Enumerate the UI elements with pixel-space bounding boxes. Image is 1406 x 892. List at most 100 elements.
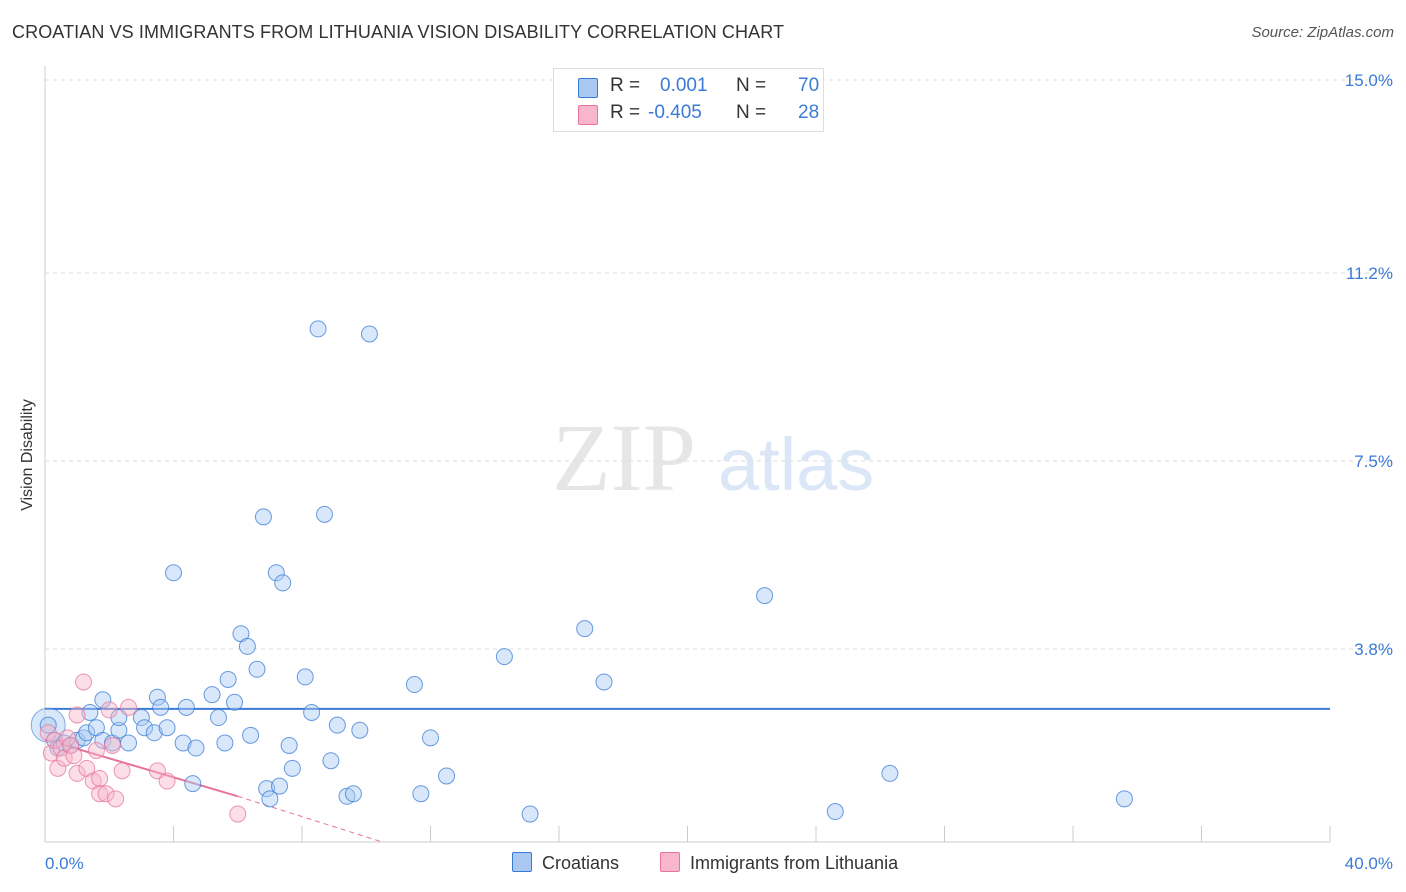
data-point-croatians [216,734,234,752]
data-point-croatians [78,724,96,742]
data-point-croatians [322,752,340,770]
data-point-croatians [258,780,276,798]
tick-labels: 3.8% 7.5% 11.2% 15.0% 0.0% 40.0% [45,71,1393,873]
legend-n-label: N = [736,75,767,96]
data-point-lithuania [49,759,67,777]
data-point-croatians [267,564,285,582]
legend-n-value: 28 [798,102,820,123]
data-point-croatians [283,759,301,777]
data-point-lithuania [62,736,80,754]
data-point-croatians [177,698,195,716]
correlation-legend: R = 0.001 N = 70 R = -0.405 N = 28 [553,68,824,132]
data-point-croatians [405,676,423,694]
data-point-croatians [94,731,112,749]
data-point-croatians [351,721,369,739]
trend-line-lithuania-extension [237,795,383,843]
data-point-croatians [438,767,456,785]
legend-n-value: 70 [798,75,820,96]
data-point-croatians [271,777,289,795]
y-tick-label: 15.0% [1345,71,1393,90]
legend-swatch-blue [578,78,598,98]
legend-r-value: -0.405 [648,102,702,123]
data-point-croatians [238,637,256,655]
data-point-lithuania [52,739,70,757]
x-tick-label-max: 40.0% [1345,854,1393,873]
data-point-lithuania [91,770,109,787]
chart-title: CROATIAN VS IMMIGRANTS FROM LITHUANIA VI… [12,22,785,42]
data-point-lithuania [42,744,60,762]
data-points [30,320,1133,823]
data-point-croatians [165,564,182,582]
data-point-croatians [120,734,138,752]
legend-r-label: R = [610,75,641,96]
data-point-lithuania [87,742,105,760]
data-point-croatians [209,709,227,727]
data-point-lithuania [75,673,93,691]
data-point-croatians [174,734,192,752]
data-point-lithuania [120,698,138,716]
data-point-croatians [261,790,279,808]
data-point-croatians [422,729,439,747]
data-point-croatians [412,785,430,803]
data-point-lithuania [91,785,109,803]
legend-n-label: N = [736,102,767,123]
data-point-croatians [132,709,150,727]
data-point-lithuania [158,772,176,790]
data-point-croatians [226,693,244,711]
watermark-atlas: atlas [718,423,874,506]
data-point-croatians [328,716,346,734]
x-tick-label-min: 0.0% [45,854,84,873]
data-point-croatians [595,673,613,691]
data-point-croatians [756,587,774,605]
axes [44,66,1331,843]
legend-label-croatians: Croatians [542,853,620,873]
data-point-croatians [248,660,266,678]
data-point-croatians [274,574,292,592]
data-point-lithuania [103,736,121,754]
source-label: Source: ZipAtlas.com [1251,24,1394,41]
data-point-croatians [521,805,539,823]
data-point-croatians [881,764,899,782]
data-point-croatians [203,686,221,704]
legend-item-croatians: Croatians [512,852,619,874]
legend-label-lithuania: Immigrants from Lithuania [690,853,899,873]
data-point-croatians [360,325,378,343]
data-point-croatians [254,508,272,526]
data-point-croatians [303,703,321,721]
data-point-croatians [145,724,163,742]
data-point-croatians [148,688,166,706]
data-point-croatians [136,719,154,737]
data-point-lithuania [113,762,131,780]
grid-lines [45,79,1392,650]
data-point-croatians [309,320,327,338]
watermark: ZIP atlas [552,404,874,511]
data-point-croatians [158,719,176,737]
data-point-croatians [81,703,99,721]
data-point-lithuania [100,701,118,719]
watermark-zip: ZIP [552,404,696,511]
data-point-croatians [152,698,170,716]
legend-r-label: R = [610,102,641,123]
data-point-croatians [242,726,260,744]
data-point-croatians [344,785,362,803]
data-point-lithuania [65,747,83,765]
data-point-lithuania [68,764,86,782]
legend-swatch-croatians [512,852,532,872]
data-point-croatians [296,668,314,686]
y-tick-label: 3.8% [1354,640,1393,659]
data-point-croatians [187,739,205,757]
data-point-lithuania [97,785,115,803]
y-tick-label: 7.5% [1354,452,1393,471]
data-point-croatians [94,691,112,709]
data-point-croatians [110,721,128,739]
data-point-lithuania [107,790,125,808]
legend-swatch-lithuania [660,852,680,872]
data-point-lithuania [229,805,247,823]
data-point-croatians [495,648,513,666]
data-point-croatians [315,505,333,523]
data-point-lithuania [68,706,86,724]
data-point-croatians [280,736,298,754]
data-point-croatians [826,803,844,821]
legend-r-value: 0.001 [660,75,708,96]
